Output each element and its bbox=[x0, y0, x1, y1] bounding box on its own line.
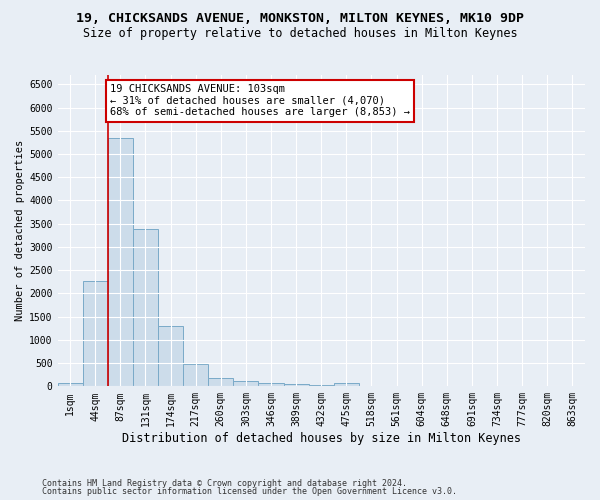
Bar bbox=[58, 384, 83, 386]
Bar bbox=[108, 138, 133, 386]
Bar bbox=[208, 378, 233, 386]
Text: Contains public sector information licensed under the Open Government Licence v3: Contains public sector information licen… bbox=[42, 487, 457, 496]
Text: 19, CHICKSANDS AVENUE, MONKSTON, MILTON KEYNES, MK10 9DP: 19, CHICKSANDS AVENUE, MONKSTON, MILTON … bbox=[76, 12, 524, 26]
Bar bbox=[83, 281, 108, 386]
Bar bbox=[259, 382, 284, 386]
Bar bbox=[183, 364, 208, 386]
Text: Contains HM Land Registry data © Crown copyright and database right 2024.: Contains HM Land Registry data © Crown c… bbox=[42, 478, 407, 488]
Bar bbox=[284, 384, 309, 386]
X-axis label: Distribution of detached houses by size in Milton Keynes: Distribution of detached houses by size … bbox=[122, 432, 521, 445]
Y-axis label: Number of detached properties: Number of detached properties bbox=[15, 140, 25, 322]
Text: 19 CHICKSANDS AVENUE: 103sqm
← 31% of detached houses are smaller (4,070)
68% of: 19 CHICKSANDS AVENUE: 103sqm ← 31% of de… bbox=[110, 84, 410, 117]
Bar bbox=[233, 381, 259, 386]
Bar bbox=[158, 326, 183, 386]
Bar bbox=[133, 230, 158, 386]
Text: Size of property relative to detached houses in Milton Keynes: Size of property relative to detached ho… bbox=[83, 28, 517, 40]
Bar bbox=[334, 384, 359, 386]
